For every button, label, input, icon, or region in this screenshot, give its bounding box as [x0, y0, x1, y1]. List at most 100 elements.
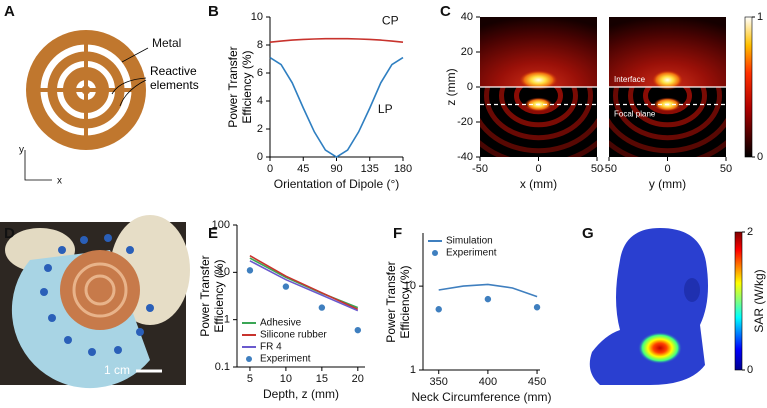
colorbar-tick-label: 2 — [747, 226, 753, 238]
y-tick-label: 0 — [257, 151, 263, 163]
series-label: CP — [382, 13, 399, 27]
axis-letter: y — [19, 145, 24, 156]
y-axis-label: Power Transfer Efficiency (%) — [198, 255, 226, 337]
y-tick-label: 20 — [461, 46, 473, 58]
y-axis-label: Power Transfer Efficiency (%) — [226, 46, 254, 128]
sar-hotspot — [638, 332, 682, 364]
y-tick-label: 10 — [218, 266, 230, 278]
coil-ring — [72, 262, 128, 318]
x-tick-label: 0 — [664, 163, 670, 175]
field-rings — [480, 87, 597, 157]
data-point — [354, 326, 362, 334]
annotation: Focal plane — [614, 110, 656, 119]
field-hotspot — [651, 70, 684, 90]
data-point — [318, 304, 326, 311]
legend-label: Adhesive — [260, 318, 302, 329]
y-tick-label: 40 — [461, 11, 473, 23]
colorbar-label: SAR (W/kg) — [752, 269, 766, 332]
x-tick-label: -50 — [601, 163, 617, 175]
panel-letter: D — [4, 225, 15, 242]
data-point — [435, 306, 442, 313]
y-tick-label: 4 — [257, 95, 263, 107]
electrodes — [40, 234, 154, 356]
label: Reactive elements — [150, 64, 199, 92]
series-line — [269, 37, 404, 43]
x-tick-label: 5 — [247, 373, 253, 385]
legend-marker — [246, 356, 252, 362]
label: Metal — [152, 36, 181, 50]
x-tick-label: 90 — [330, 163, 342, 175]
y-axis-label: z (mm) — [444, 68, 458, 105]
panel-letter: E — [208, 225, 218, 242]
x-axis-label: x (mm) — [520, 177, 557, 191]
legend-label: Simulation — [446, 236, 493, 247]
x-tick-label: 15 — [316, 373, 328, 385]
field-rings — [609, 87, 726, 157]
panel-letter: G — [582, 225, 594, 242]
y-tick-label: -20 — [457, 116, 473, 128]
annotation: Interface — [614, 75, 646, 84]
field-hotspot — [518, 70, 559, 90]
field-ring — [609, 117, 726, 154]
data-point — [282, 283, 290, 290]
legend-label: Experiment — [446, 248, 497, 259]
series-line — [249, 260, 359, 312]
field-ring — [628, 87, 707, 128]
series-label: LP — [378, 102, 393, 116]
x-axis-label: y (mm) — [649, 177, 686, 191]
panel-letter: F — [393, 225, 402, 242]
x-tick-label: 135 — [361, 163, 379, 175]
panel-letter: A — [4, 3, 15, 20]
y-tick-label: 1 — [410, 364, 416, 376]
panel-letter: C — [440, 3, 451, 20]
slot — [84, 44, 88, 136]
panel-letter: B — [208, 3, 219, 20]
ear — [684, 278, 700, 302]
series-line — [438, 283, 538, 298]
x-axis-label: Neck Circumference (mm) — [411, 390, 551, 404]
data-point — [246, 267, 254, 274]
leader — [119, 79, 147, 107]
y-tick-label: 10 — [251, 11, 263, 23]
y-tick-label: 10 — [404, 280, 416, 292]
y-tick-label: 1 — [224, 314, 230, 326]
y-tick-label: 0 — [467, 81, 473, 93]
legend-label: Silicone rubber — [260, 330, 327, 341]
x-tick-label: 0 — [267, 163, 273, 175]
x-axis-label: Depth, z (mm) — [263, 387, 339, 401]
series-line — [269, 56, 404, 158]
colorbar — [734, 231, 743, 371]
x-tick-label: 0 — [535, 163, 541, 175]
head-model — [589, 228, 708, 385]
x-axis-label: Orientation of Dipole (°) — [274, 177, 400, 191]
leader — [121, 47, 149, 63]
x-tick-label: 10 — [280, 373, 292, 385]
y-tick-label: 0.1 — [215, 361, 230, 373]
colorbar-tick-label: 0 — [757, 151, 763, 163]
data-point — [533, 304, 541, 311]
y-tick-label: 2 — [257, 123, 263, 135]
y-tick-label: 8 — [257, 39, 263, 51]
coil-diagram — [24, 30, 149, 181]
y-tick-label: -40 — [457, 151, 473, 163]
legend-label: FR 4 — [260, 342, 282, 353]
device-photo — [0, 215, 190, 389]
colorbar-tick-label: 1 — [757, 11, 763, 23]
legend-marker — [432, 250, 438, 256]
x-tick-label: 50 — [591, 163, 603, 175]
colorbar-tick-label: 0 — [747, 364, 753, 376]
field-ring — [499, 87, 578, 128]
y-tick-label: 100 — [212, 219, 230, 231]
field-ring — [484, 87, 593, 141]
x-tick-label: 20 — [352, 373, 364, 385]
field-ring — [643, 87, 692, 115]
coil-ring — [84, 274, 116, 306]
series-line — [249, 255, 359, 311]
axis-letter: x — [57, 176, 62, 187]
scale-label: 1 cm — [104, 363, 130, 377]
coil — [60, 250, 140, 330]
x-tick-label: -50 — [472, 163, 488, 175]
y-tick-label: 6 — [257, 67, 263, 79]
x-tick-label: 180 — [394, 163, 412, 175]
